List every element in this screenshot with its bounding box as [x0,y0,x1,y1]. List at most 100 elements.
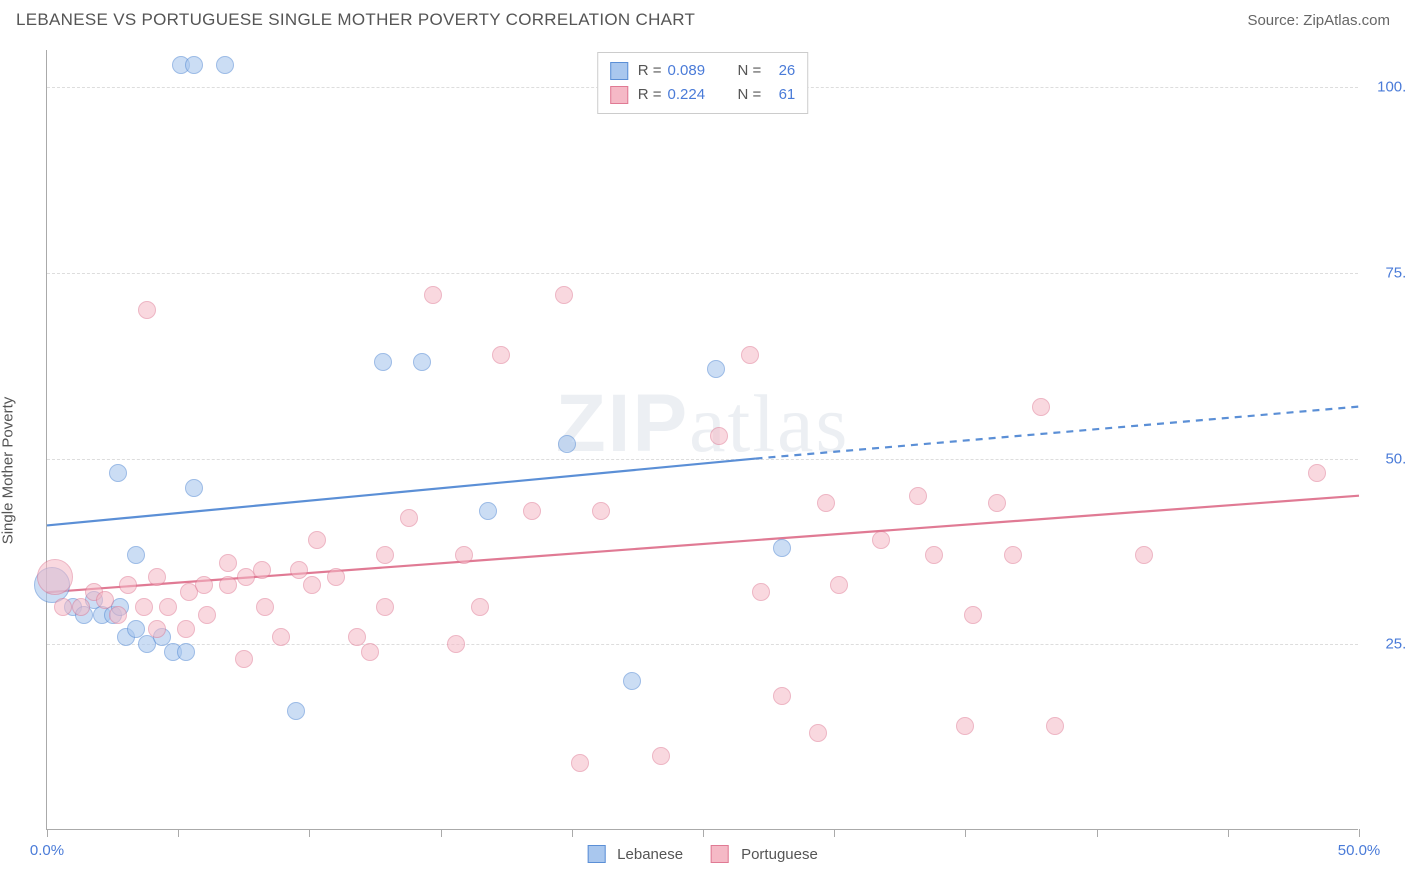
plot-region: ZIPatlas 25.0%50.0%75.0%100.0%0.0%50.0%R… [46,50,1358,830]
x-tick [703,829,704,837]
data-point [400,509,418,527]
y-tick-label: 50.0% [1368,450,1406,467]
data-point [925,546,943,564]
data-point [1135,546,1153,564]
legend-stats-row: R =0.089 N =26 [610,59,796,83]
legend-swatch [610,62,628,80]
legend-swatch [610,86,628,104]
data-point [348,628,366,646]
legend-r-value: 0.224 [668,83,724,107]
legend-r-label: R = [638,59,662,83]
data-point [303,576,321,594]
chart-title: LEBANESE VS PORTUGUESE SINGLE MOTHER POV… [16,10,695,30]
data-point [219,576,237,594]
data-point [96,591,114,609]
data-point [235,650,253,668]
data-point [773,539,791,557]
x-tick [309,829,310,837]
x-tick [47,829,48,837]
legend-stats: R =0.089N =26R =0.224N =61 [597,52,809,114]
data-point [127,546,145,564]
legend-series: Lebanese Portuguese [587,845,818,863]
legend-swatch [587,845,605,863]
x-tick-label: 0.0% [30,842,64,859]
data-point [148,620,166,638]
data-point [964,606,982,624]
legend-item-label: Portuguese [741,846,818,863]
data-point [138,301,156,319]
data-point [752,583,770,601]
data-point [185,56,203,74]
data-point [109,464,127,482]
legend-n-label: N = [738,59,762,83]
y-axis-label: Single Mother Poverty [0,397,17,545]
data-point [109,606,127,624]
legend-n-value: 26 [767,59,795,83]
legend-item: Lebanese [587,845,683,863]
data-point [1032,398,1050,416]
data-point [185,479,203,497]
data-point [119,576,137,594]
data-point [909,487,927,505]
chart-area: Single Mother Poverty ZIPatlas 25.0%50.0… [0,36,1406,888]
data-point [72,598,90,616]
data-point [523,502,541,520]
chart-header: LEBANESE VS PORTUGUESE SINGLE MOTHER POV… [0,0,1406,36]
data-point [290,561,308,579]
legend-r-value: 0.089 [668,59,724,83]
data-point [54,598,72,616]
data-point [195,576,213,594]
data-point [219,554,237,572]
data-point [159,598,177,616]
chart-source: Source: ZipAtlas.com [1247,12,1390,29]
legend-item: Portuguese [711,845,818,863]
data-point [471,598,489,616]
data-point [652,747,670,765]
x-tick-label: 50.0% [1338,842,1381,859]
data-point [455,546,473,564]
data-point [413,353,431,371]
data-point [623,672,641,690]
data-point [148,568,166,586]
x-tick [441,829,442,837]
data-point [374,353,392,371]
data-point [177,643,195,661]
data-point [135,598,153,616]
data-point [216,56,234,74]
data-point [710,427,728,445]
legend-r-label: R = [638,83,662,107]
legend-item-label: Lebanese [617,846,683,863]
data-point [479,502,497,520]
data-point [592,502,610,520]
data-point [830,576,848,594]
data-point [741,346,759,364]
data-point [571,754,589,772]
data-point [447,635,465,653]
x-tick [572,829,573,837]
data-point [361,643,379,661]
data-point [809,724,827,742]
data-point [376,546,394,564]
x-tick [965,829,966,837]
data-point [198,606,216,624]
x-tick [1097,829,1098,837]
data-point [308,531,326,549]
data-point [492,346,510,364]
data-point [558,435,576,453]
trend-lines [47,50,1358,829]
data-point [988,494,1006,512]
x-tick [1359,829,1360,837]
x-tick [1228,829,1229,837]
data-point [253,561,271,579]
data-point [1308,464,1326,482]
y-tick-label: 100.0% [1368,79,1406,96]
data-point [287,702,305,720]
x-tick [834,829,835,837]
x-tick [178,829,179,837]
y-tick-label: 75.0% [1368,264,1406,281]
data-point [956,717,974,735]
data-point [327,568,345,586]
data-point [1004,546,1022,564]
data-point [424,286,442,304]
data-point [707,360,725,378]
